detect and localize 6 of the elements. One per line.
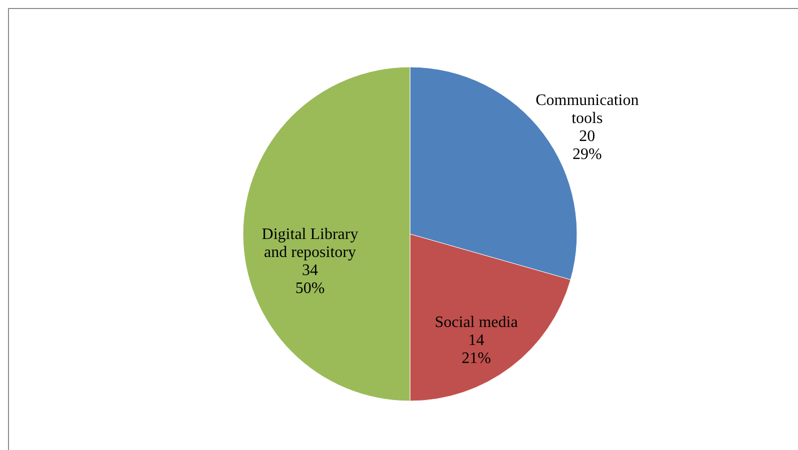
slice-label: Social media — [434, 314, 518, 331]
data-label: 34 50% — [295, 262, 325, 297]
data-label: 20 29% — [572, 128, 602, 164]
slice-label: Communication tools — [536, 92, 639, 128]
slice-label: Digital Library and repository — [262, 226, 358, 261]
data-label: 14 21% — [462, 332, 491, 367]
